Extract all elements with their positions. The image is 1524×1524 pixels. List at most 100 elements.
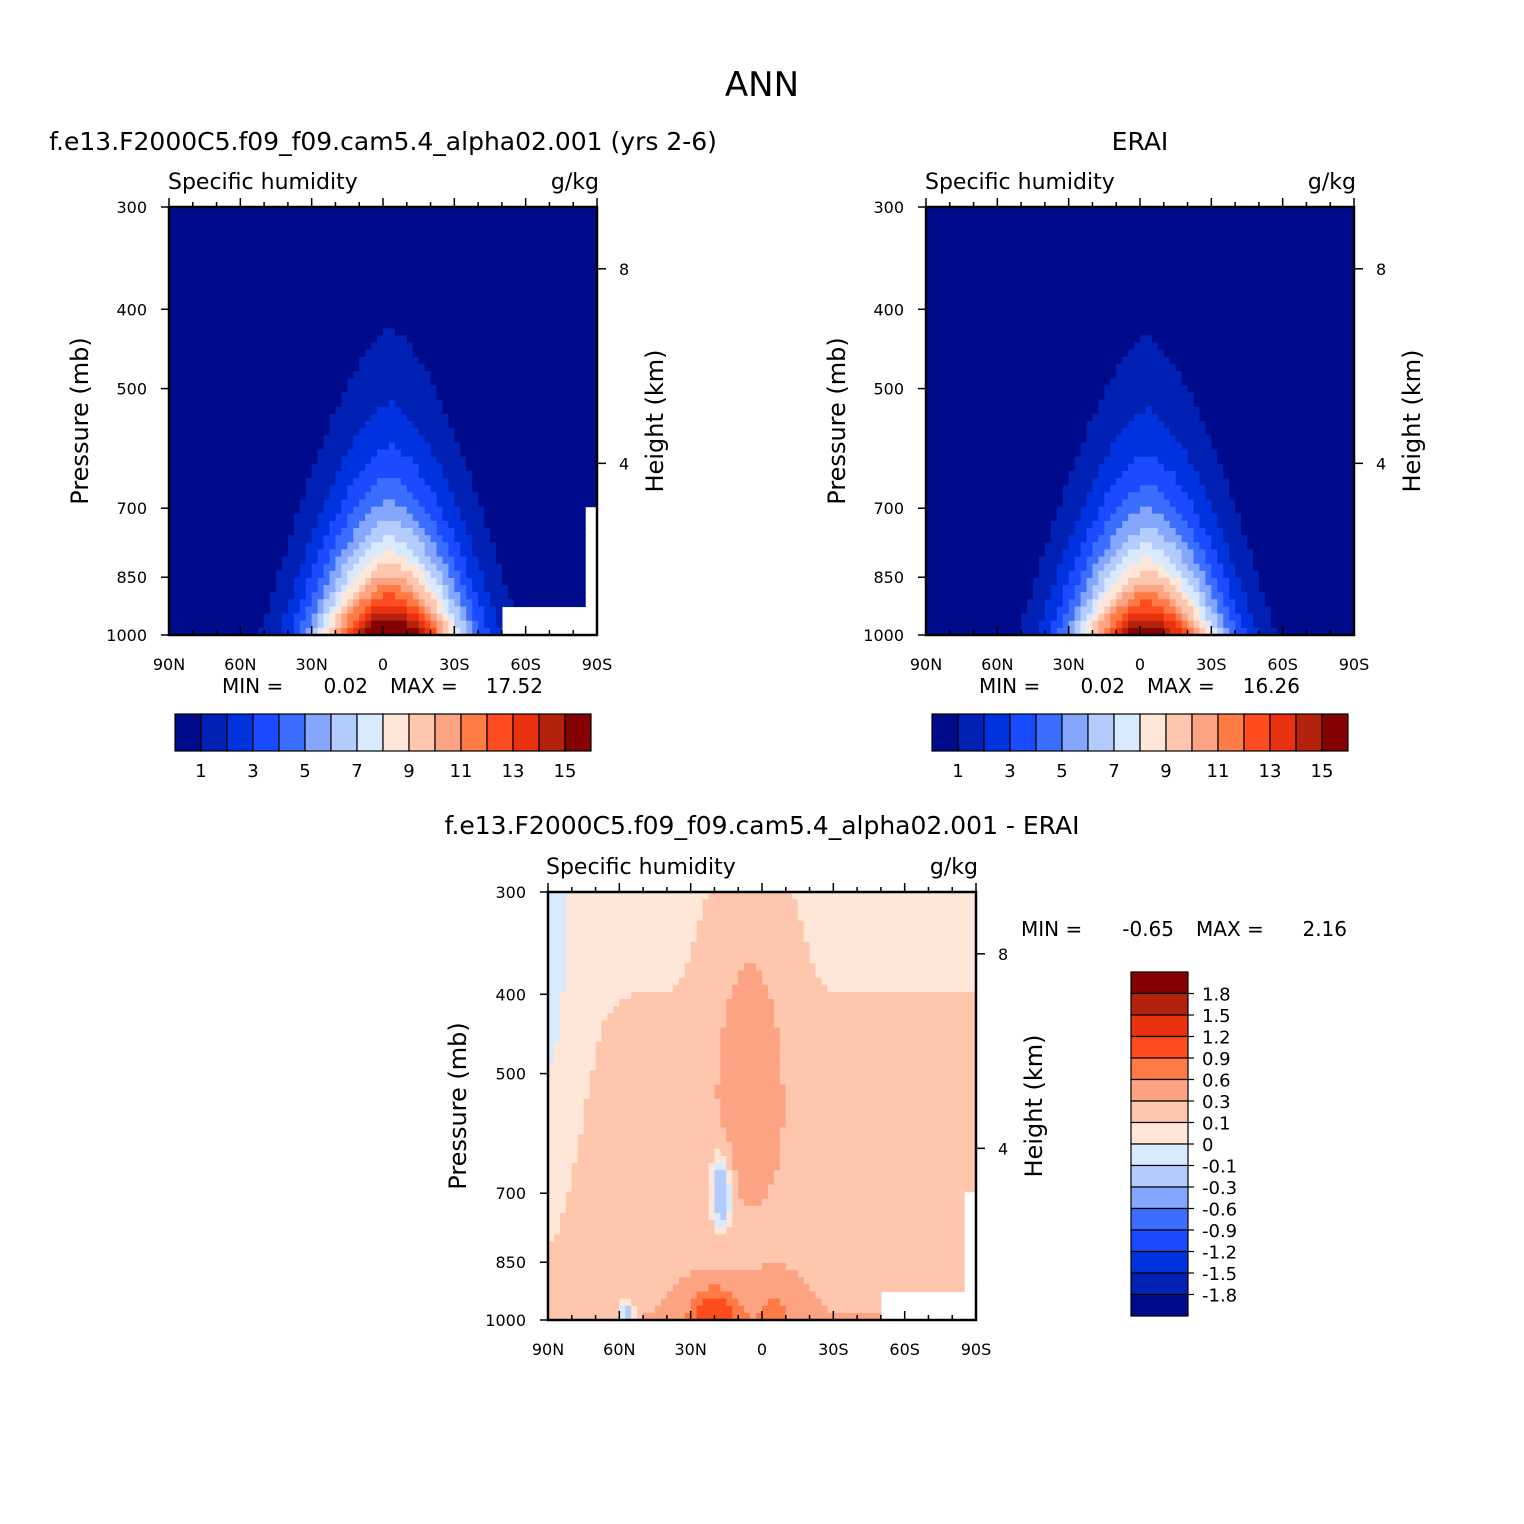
contour-cell xyxy=(270,321,277,329)
contour-cell xyxy=(549,271,556,279)
contour-cell xyxy=(234,492,241,501)
contour-cell xyxy=(192,485,200,493)
contour-cell xyxy=(394,606,402,615)
contour-cell xyxy=(490,278,497,287)
contour-cell xyxy=(335,356,342,365)
contour-cell xyxy=(192,306,200,315)
contour-cell xyxy=(513,228,521,237)
contour-cell xyxy=(478,463,485,472)
contour-cell xyxy=(585,321,592,329)
contour-cell xyxy=(949,242,957,251)
x-tick-label: 90S xyxy=(582,655,613,674)
contour-cell xyxy=(341,421,348,429)
contour-cell xyxy=(347,520,354,529)
contour-cell xyxy=(371,235,378,244)
contour-cell xyxy=(460,264,467,272)
contour-cell xyxy=(210,335,218,344)
colorbar-swatch xyxy=(252,713,280,752)
contour-cell xyxy=(169,542,176,550)
contour-cell xyxy=(258,606,265,615)
contour-cell xyxy=(240,256,247,265)
contour-cell xyxy=(210,428,218,436)
contour-cell xyxy=(216,520,224,529)
contour-cell xyxy=(501,470,509,479)
contour-cell xyxy=(169,242,176,251)
contour-cell xyxy=(1312,214,1319,222)
contour-cell xyxy=(192,335,200,344)
contour-cell xyxy=(418,264,426,272)
contour-cell xyxy=(525,385,533,394)
contour-cell xyxy=(1282,264,1290,272)
contour-cell xyxy=(240,585,247,593)
contour-cell xyxy=(383,399,390,408)
contour-cell xyxy=(1300,256,1308,265)
contour-cell xyxy=(573,285,580,294)
contour-cell xyxy=(311,435,319,443)
contour-cell xyxy=(466,385,473,394)
contour-cell xyxy=(371,264,378,272)
contour-cell xyxy=(466,627,473,636)
contour-cell xyxy=(329,363,337,372)
contour-cell xyxy=(347,563,354,572)
contour-cell xyxy=(1033,242,1040,251)
contour-cell xyxy=(1288,214,1296,222)
contour-cell xyxy=(365,271,372,279)
contour-cell xyxy=(1193,221,1201,229)
contour-cell xyxy=(484,306,491,315)
contour-cell xyxy=(466,378,473,386)
contour-cell xyxy=(329,399,337,408)
contour-cell xyxy=(258,442,265,451)
contour-cell xyxy=(216,577,224,586)
contour-cell xyxy=(448,506,455,515)
contour-cell xyxy=(412,378,420,386)
contour-cell xyxy=(436,242,444,251)
contour-cell xyxy=(400,563,408,572)
contour-cell xyxy=(430,456,438,465)
contour-cell xyxy=(543,535,551,543)
contour-cell xyxy=(329,599,337,608)
contour-cell xyxy=(252,271,259,279)
contour-cell xyxy=(365,235,372,244)
contour-cell xyxy=(317,342,325,351)
contour-cell xyxy=(169,271,176,279)
contour-cell xyxy=(246,435,253,443)
contour-cell xyxy=(270,492,277,501)
contour-cell xyxy=(210,456,218,465)
contour-cell xyxy=(1134,249,1141,258)
contour-cell xyxy=(531,349,539,358)
contour-cell xyxy=(234,406,241,415)
contour-cell xyxy=(507,585,515,593)
contour-cell xyxy=(412,456,420,465)
contour-cell xyxy=(371,278,378,287)
contour-cell xyxy=(371,563,378,572)
contour-cell xyxy=(418,228,426,237)
contour-cell xyxy=(323,264,331,272)
contour-cell xyxy=(1021,242,1028,251)
contour-cell xyxy=(359,549,366,558)
contour-cell xyxy=(383,478,390,486)
contour-cell xyxy=(573,406,580,415)
contour-cell xyxy=(394,535,402,543)
contour-cell xyxy=(341,349,348,358)
contour-cell xyxy=(1163,249,1171,258)
contour-cell xyxy=(472,271,479,279)
contour-cell xyxy=(424,271,432,279)
contour-cell xyxy=(400,513,408,522)
contour-cell xyxy=(234,577,241,586)
contour-cell xyxy=(341,356,348,365)
contour-cell xyxy=(341,613,348,622)
contour-cell xyxy=(371,378,378,386)
contour-cell xyxy=(436,585,444,593)
contour-cell xyxy=(442,620,449,629)
contour-cell xyxy=(204,577,212,586)
contour-cell xyxy=(394,592,402,600)
contour-cell xyxy=(323,214,331,222)
contour-cell xyxy=(543,399,551,408)
contour-cell xyxy=(412,207,420,215)
contour-cell xyxy=(537,485,545,493)
contour-cell xyxy=(424,470,432,479)
contour-cell xyxy=(549,207,556,215)
contour-cell xyxy=(579,585,586,593)
contour-cell xyxy=(252,577,259,586)
contour-cell xyxy=(400,363,408,372)
